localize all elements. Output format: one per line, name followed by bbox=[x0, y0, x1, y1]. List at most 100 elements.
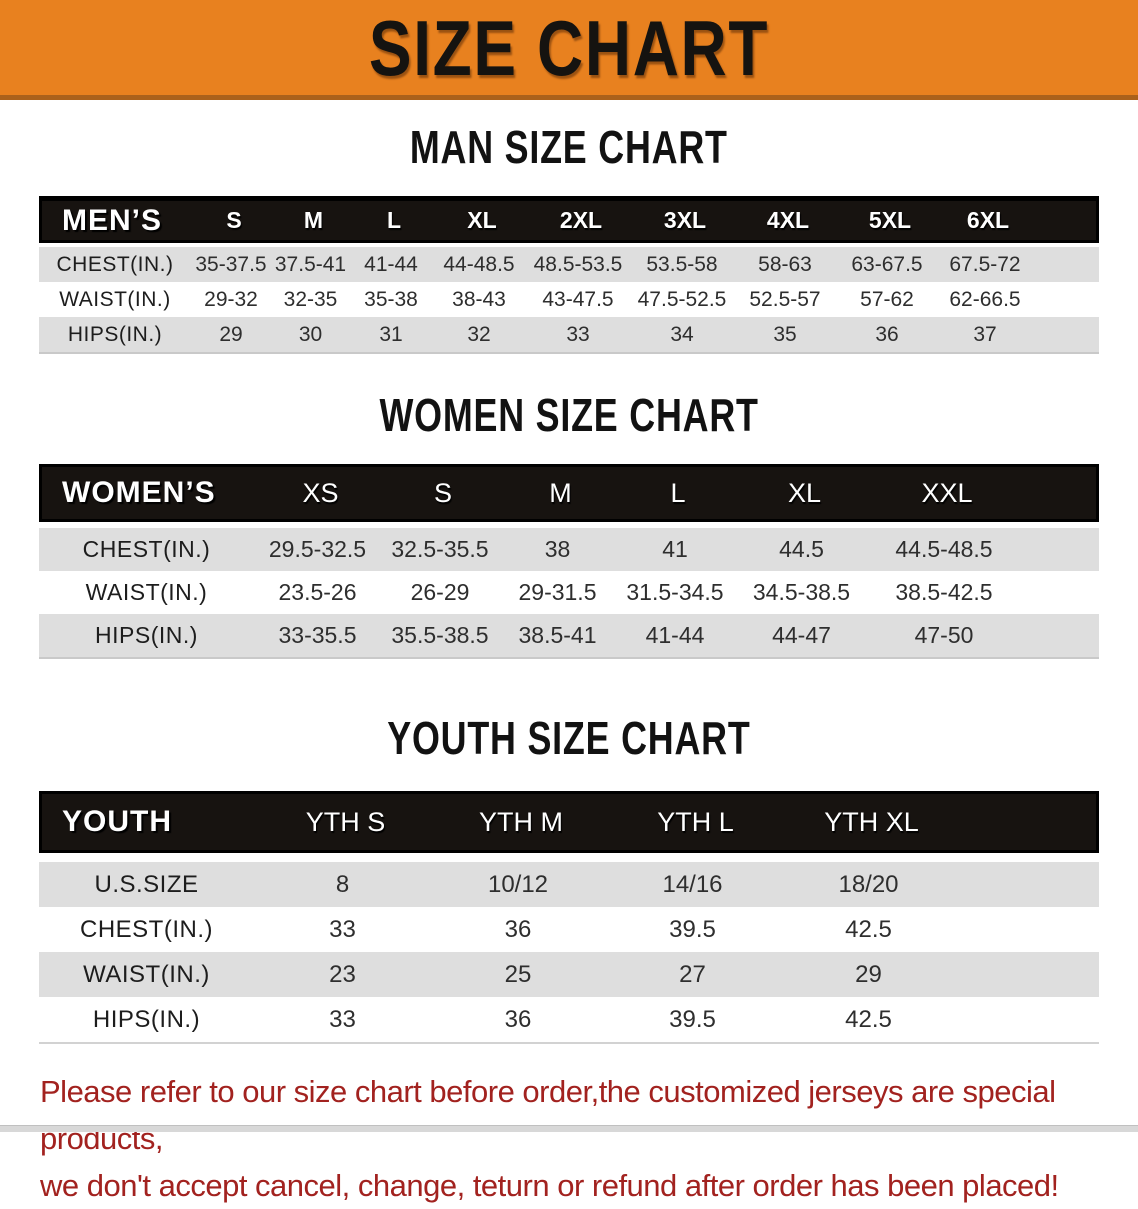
size-cell: 29 bbox=[219, 322, 243, 346]
youth-section-heading-text: YOUTH SIZE CHART bbox=[387, 712, 751, 764]
men-section-heading: MAN SIZE CHART bbox=[0, 120, 1138, 174]
size-cell: 35 bbox=[773, 322, 797, 346]
size-cell: 33 bbox=[329, 1005, 356, 1033]
size-cell: 27 bbox=[679, 960, 706, 988]
women-waist-row: WAIST(IN.) 23.5-26 26-29 29-31.5 31.5-34… bbox=[39, 571, 1099, 614]
size-column-header: 5XL bbox=[868, 207, 912, 233]
size-cell: 47-50 bbox=[914, 622, 974, 648]
size-column-header: 6XL bbox=[966, 207, 1010, 233]
disclaimer-note: Please refer to our size chart before or… bbox=[40, 1068, 1138, 1209]
size-cell: 23.5-26 bbox=[278, 579, 357, 605]
size-cell: 25 bbox=[504, 960, 532, 988]
women-table-title-cell: WOMEN’S bbox=[62, 476, 216, 509]
women-hips-row: HIPS(IN.) 33-35.5 35.5-38.5 38.5-41 41-4… bbox=[39, 614, 1099, 657]
size-cell: 52.5-57 bbox=[749, 287, 821, 311]
size-cell: 35-37.5 bbox=[195, 252, 267, 276]
size-column-header: YTH L bbox=[657, 806, 734, 837]
size-cell: 63-67.5 bbox=[851, 252, 923, 276]
size-cell: 62-66.5 bbox=[949, 287, 1021, 311]
size-cell: 41 bbox=[662, 536, 688, 562]
size-cell: 8 bbox=[335, 870, 350, 898]
size-cell: 38-43 bbox=[452, 287, 506, 311]
size-column-header: 3XL bbox=[663, 207, 707, 233]
women-size-table: WOMEN’S XS S M L XL XXL CHEST(IN.) 29.5-… bbox=[39, 464, 1099, 659]
size-cell: 32-35 bbox=[283, 287, 338, 311]
size-cell: 48.5-53.5 bbox=[533, 252, 623, 276]
size-cell: 36 bbox=[504, 1005, 532, 1033]
size-cell: 44-47 bbox=[772, 622, 831, 648]
size-cell: 29.5-32.5 bbox=[268, 536, 367, 562]
size-column-header: L bbox=[386, 207, 402, 233]
men-hips-row: HIPS(IN.) 29 30 31 32 33 34 35 36 37 bbox=[39, 317, 1099, 352]
size-cell: 39.5 bbox=[669, 1005, 716, 1033]
size-column-header: XL bbox=[467, 207, 497, 233]
youth-ussize-row: U.S.SIZE 8 10/12 14/16 18/20 bbox=[39, 862, 1099, 907]
size-cell: 41-44 bbox=[364, 252, 418, 276]
size-cell: 53.5-58 bbox=[646, 252, 718, 276]
size-cell: 26-29 bbox=[410, 579, 470, 605]
size-cell: 36 bbox=[504, 915, 532, 943]
measure-row-label: HIPS(IN.) bbox=[92, 1005, 201, 1033]
youth-table-title-cell: YOUTH bbox=[62, 805, 172, 838]
youth-waist-row: WAIST(IN.) 23 25 27 29 bbox=[39, 952, 1099, 997]
youth-chest-row: CHEST(IN.) 33 36 39.5 42.5 bbox=[39, 907, 1099, 952]
size-cell: 18/20 bbox=[838, 870, 899, 898]
measure-row-label: CHEST(IN.) bbox=[80, 915, 213, 943]
men-chest-row: CHEST(IN.) 35-37.5 37.5-41 41-44 44-48.5… bbox=[39, 247, 1099, 282]
size-column-header: XXL bbox=[921, 477, 973, 508]
size-cell: 47.5-52.5 bbox=[637, 287, 727, 311]
size-column-header: S bbox=[226, 207, 242, 233]
size-column-header: YTH XL bbox=[824, 806, 919, 837]
size-cell: 32 bbox=[467, 322, 491, 346]
size-cell: 44-48.5 bbox=[443, 252, 515, 276]
youth-section-heading: YOUTH SIZE CHART bbox=[0, 711, 1138, 765]
women-section-heading-text: WOMEN SIZE CHART bbox=[379, 389, 759, 441]
size-column-header: M bbox=[549, 477, 572, 508]
size-cell: 32.5-35.5 bbox=[391, 536, 489, 562]
disclaimer-line-2: we don't accept cancel, change, teturn o… bbox=[40, 1168, 1059, 1203]
size-cell: 41-44 bbox=[645, 622, 705, 648]
size-cell: 34.5-38.5 bbox=[752, 579, 851, 605]
bottom-edge-strip bbox=[0, 1125, 1138, 1132]
size-cell: 57-62 bbox=[860, 287, 914, 311]
size-cell: 37 bbox=[973, 322, 997, 346]
size-chart-banner: SIZE CHART bbox=[0, 0, 1138, 100]
size-cell: 37.5-41 bbox=[274, 252, 347, 276]
size-cell: 36 bbox=[875, 322, 899, 346]
banner-title: SIZE CHART bbox=[368, 3, 770, 92]
size-column-header: M bbox=[303, 207, 324, 233]
size-cell: 10/12 bbox=[487, 870, 549, 898]
size-cell: 14/16 bbox=[662, 870, 723, 898]
size-cell: 42.5 bbox=[845, 915, 892, 943]
size-cell: 39.5 bbox=[669, 915, 716, 943]
measure-row-label: WAIST(IN.) bbox=[83, 960, 210, 988]
size-cell: 38.5-42.5 bbox=[895, 579, 993, 605]
measure-row-label: U.S.SIZE bbox=[94, 870, 199, 898]
size-cell: 31.5-34.5 bbox=[626, 579, 724, 605]
men-table-header-row: MEN’S S M L XL 2XL 3XL 4XL 5XL 6XL bbox=[39, 196, 1099, 243]
women-table-header-row: WOMEN’S XS S M L XL XXL bbox=[39, 464, 1099, 522]
size-column-header: 2XL bbox=[559, 207, 603, 233]
measure-row-label: HIPS(IN.) bbox=[95, 622, 198, 648]
size-cell: 33-35.5 bbox=[278, 622, 357, 648]
size-cell: 30 bbox=[298, 322, 323, 346]
size-cell: 29 bbox=[855, 960, 882, 988]
size-cell: 23 bbox=[329, 960, 356, 988]
size-cell: 58-63 bbox=[758, 252, 812, 276]
size-cell: 33 bbox=[329, 915, 356, 943]
size-cell: 31 bbox=[379, 322, 403, 346]
size-cell: 42.5 bbox=[845, 1005, 892, 1033]
measure-row-label: CHEST(IN.) bbox=[56, 252, 174, 276]
size-cell: 43-47.5 bbox=[542, 287, 614, 311]
size-column-header: YTH S bbox=[305, 806, 386, 837]
measure-row-label: WAIST(IN.) bbox=[59, 287, 171, 311]
size-cell: 34 bbox=[670, 322, 694, 346]
women-chest-row: CHEST(IN.) 29.5-32.5 32.5-35.5 38 41 44.… bbox=[39, 528, 1099, 571]
women-section-heading: WOMEN SIZE CHART bbox=[0, 388, 1138, 442]
size-cell: 35-38 bbox=[364, 287, 418, 311]
men-section-heading-text: MAN SIZE CHART bbox=[410, 121, 728, 173]
youth-hips-row: HIPS(IN.) 33 36 39.5 42.5 bbox=[39, 997, 1099, 1042]
size-cell: 33 bbox=[566, 322, 590, 346]
size-column-header: S bbox=[433, 477, 452, 508]
size-cell: 38.5-41 bbox=[518, 622, 597, 648]
